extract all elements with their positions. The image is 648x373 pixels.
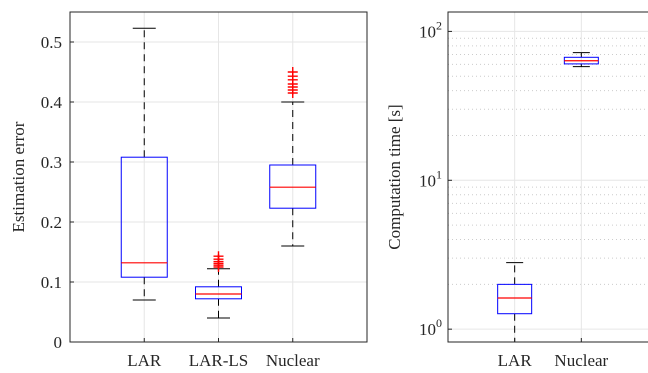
x-tick-label: LAR-LS bbox=[189, 351, 249, 370]
y-tick-label: 101 bbox=[419, 167, 442, 190]
y-tick-label: 0.5 bbox=[41, 33, 62, 52]
x-tick-label: LAR bbox=[498, 351, 533, 370]
y-tick-label: 0.4 bbox=[41, 93, 63, 112]
x-tick-label: Nuclear bbox=[554, 351, 608, 370]
y-axis-label: Estimation error bbox=[9, 121, 28, 232]
box-nuclear bbox=[269, 67, 317, 247]
y-tick-label: 0.3 bbox=[41, 153, 62, 172]
y-axis-label: Computation time [s] bbox=[385, 104, 404, 249]
box-iqr bbox=[120, 156, 168, 278]
axes-frame bbox=[447, 11, 648, 343]
x-tick-label: Nuclear bbox=[266, 351, 320, 370]
outlier-marker bbox=[287, 67, 298, 77]
box-lar-ls bbox=[195, 251, 242, 319]
y-tick-label: 100 bbox=[419, 316, 442, 339]
x-tick-label: LAR bbox=[127, 351, 162, 370]
plot-area bbox=[448, 12, 648, 342]
box-lar bbox=[120, 27, 168, 301]
estimation-error-panel: 0 0.1 0.2 0.3 0.4 0.5 LAR LAR-LS Nuclear Estimati… bbox=[9, 11, 368, 370]
y-tick-label: 0 bbox=[54, 333, 63, 352]
box-iqr bbox=[195, 286, 242, 300]
y-tick-label: 0.2 bbox=[41, 213, 62, 232]
outlier-marker bbox=[213, 251, 224, 262]
computation-time-panel: 100 101 102 LAR Nuclear Computation time [s] bbox=[385, 11, 648, 370]
box-iqr bbox=[497, 283, 533, 315]
y-tick-label: 0.1 bbox=[41, 273, 62, 292]
box-nuclear bbox=[563, 52, 599, 68]
y-tick-label: 102 bbox=[419, 18, 442, 41]
